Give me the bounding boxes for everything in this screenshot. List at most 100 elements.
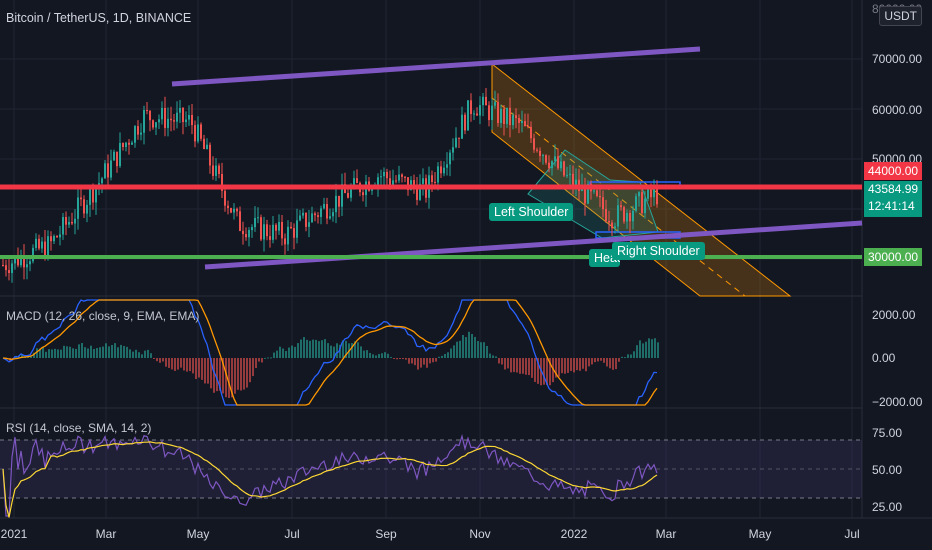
macd-tick-2000: 2000.00 <box>872 308 916 322</box>
macd-histogram-bar <box>531 358 533 378</box>
macd-histogram-bar <box>81 343 83 358</box>
candle-body <box>494 101 496 106</box>
macd-histogram-bar <box>189 358 191 372</box>
macd-histogram-bar <box>429 358 431 364</box>
macd-histogram-bar <box>435 358 437 362</box>
candle-body <box>107 163 109 178</box>
candle-body <box>239 211 241 231</box>
candle-body <box>56 236 58 238</box>
candle-body <box>284 238 286 245</box>
candle-body <box>296 220 298 238</box>
macd-histogram-bar <box>195 358 197 380</box>
macd-histogram-bar <box>462 334 464 358</box>
macd-histogram-bar <box>210 358 212 389</box>
candle-body <box>641 192 643 214</box>
rsi-tick-75: 75.00 <box>872 426 902 440</box>
candle-body <box>116 151 118 167</box>
macd-histogram-bar <box>564 358 566 374</box>
candle-body <box>515 115 517 119</box>
macd-histogram-bar <box>84 347 86 358</box>
candle-body <box>41 241 43 249</box>
macd-histogram-bar <box>534 358 536 382</box>
macd-histogram-bar <box>498 358 500 364</box>
candle-body <box>80 197 82 200</box>
candle-body <box>587 183 589 204</box>
macd-histogram-bar <box>279 346 281 358</box>
macd-histogram-bar <box>249 358 251 383</box>
last-price-label: 43584.99 12:41:14 <box>864 181 923 217</box>
macd-histogram-bar <box>606 358 608 367</box>
macd-histogram-bar <box>237 358 239 390</box>
candle-body <box>512 115 514 126</box>
macd-histogram-bar <box>420 358 422 368</box>
rsi-tick-25: 25.00 <box>872 500 902 514</box>
macd-histogram-bar <box>204 358 206 384</box>
lower-trendline[interactable] <box>204 220 863 270</box>
candle-body <box>413 180 415 187</box>
macd-histogram-bar <box>174 358 176 371</box>
macd-histogram-bar <box>57 349 59 358</box>
candle-body <box>254 217 256 228</box>
candle-body <box>356 178 358 184</box>
candle-body <box>656 189 658 205</box>
macd-histogram-bar <box>369 352 371 358</box>
macd-histogram-bar <box>507 358 509 369</box>
candle-body <box>23 255 25 268</box>
candle-body <box>86 204 88 214</box>
candle-body <box>68 221 70 225</box>
right-shoulder-label[interactable]: Right Shoulder <box>612 242 705 260</box>
candle-body <box>131 142 133 145</box>
macd-histogram-bar <box>411 358 413 364</box>
candle-body <box>320 208 322 217</box>
price-tick-60000: 60000.00 <box>872 103 922 117</box>
time-tick-may-2022: May <box>749 527 772 541</box>
macd-histogram-bar <box>288 347 290 358</box>
macd-histogram-bar <box>192 358 194 374</box>
candle-body <box>269 236 271 240</box>
candle-body <box>89 188 91 205</box>
macd-pane <box>2 299 659 406</box>
price-tick-70000: 70000.00 <box>872 52 922 66</box>
macd-legend[interactable]: MACD (12, 26, close, 9, EMA, EMA) <box>6 309 200 323</box>
candle-body <box>407 177 409 191</box>
macd-histogram-bar <box>390 356 392 358</box>
candle-body <box>398 174 400 181</box>
currency-button[interactable]: USDT <box>879 6 922 26</box>
macd-histogram-bar <box>405 358 407 360</box>
rsi-legend[interactable]: RSI (14, close, SMA, 14, 2) <box>6 421 152 435</box>
candle-body <box>596 190 598 196</box>
candle-body <box>191 115 193 126</box>
macd-histogram-bar <box>99 347 101 358</box>
candle-body <box>545 155 547 163</box>
candle-body <box>17 255 19 266</box>
macd-histogram-bar <box>90 345 92 358</box>
candle-body <box>281 221 283 239</box>
candle-body <box>575 179 577 188</box>
macd-histogram-bar <box>519 358 521 374</box>
candle-body <box>182 107 184 123</box>
candle-body <box>44 241 46 258</box>
macd-histogram-bar <box>201 358 203 380</box>
macd-histogram-bar <box>345 340 347 358</box>
candle-body <box>101 178 103 184</box>
macd-histogram-bar <box>309 340 311 358</box>
candle-body <box>152 120 154 128</box>
macd-histogram-bar <box>105 343 107 358</box>
macd-histogram-bar <box>306 339 308 358</box>
macd-histogram-bar <box>231 358 233 398</box>
macd-histogram-bar <box>504 358 506 370</box>
candle-body <box>554 156 556 162</box>
candle-body <box>350 187 352 198</box>
macd-histogram-bar <box>633 351 635 358</box>
macd-histogram-bar <box>378 353 380 358</box>
candle-body <box>521 121 523 124</box>
left-shoulder-label[interactable]: Left Shoulder <box>489 203 574 221</box>
macd-histogram-bar <box>495 356 497 358</box>
macd-histogram-bar <box>357 342 359 358</box>
macd-histogram-bar <box>297 343 299 358</box>
candle-body <box>200 124 202 139</box>
macd-histogram-bar <box>585 358 587 372</box>
candle-body <box>557 156 559 169</box>
upper-trendline[interactable] <box>171 46 701 87</box>
